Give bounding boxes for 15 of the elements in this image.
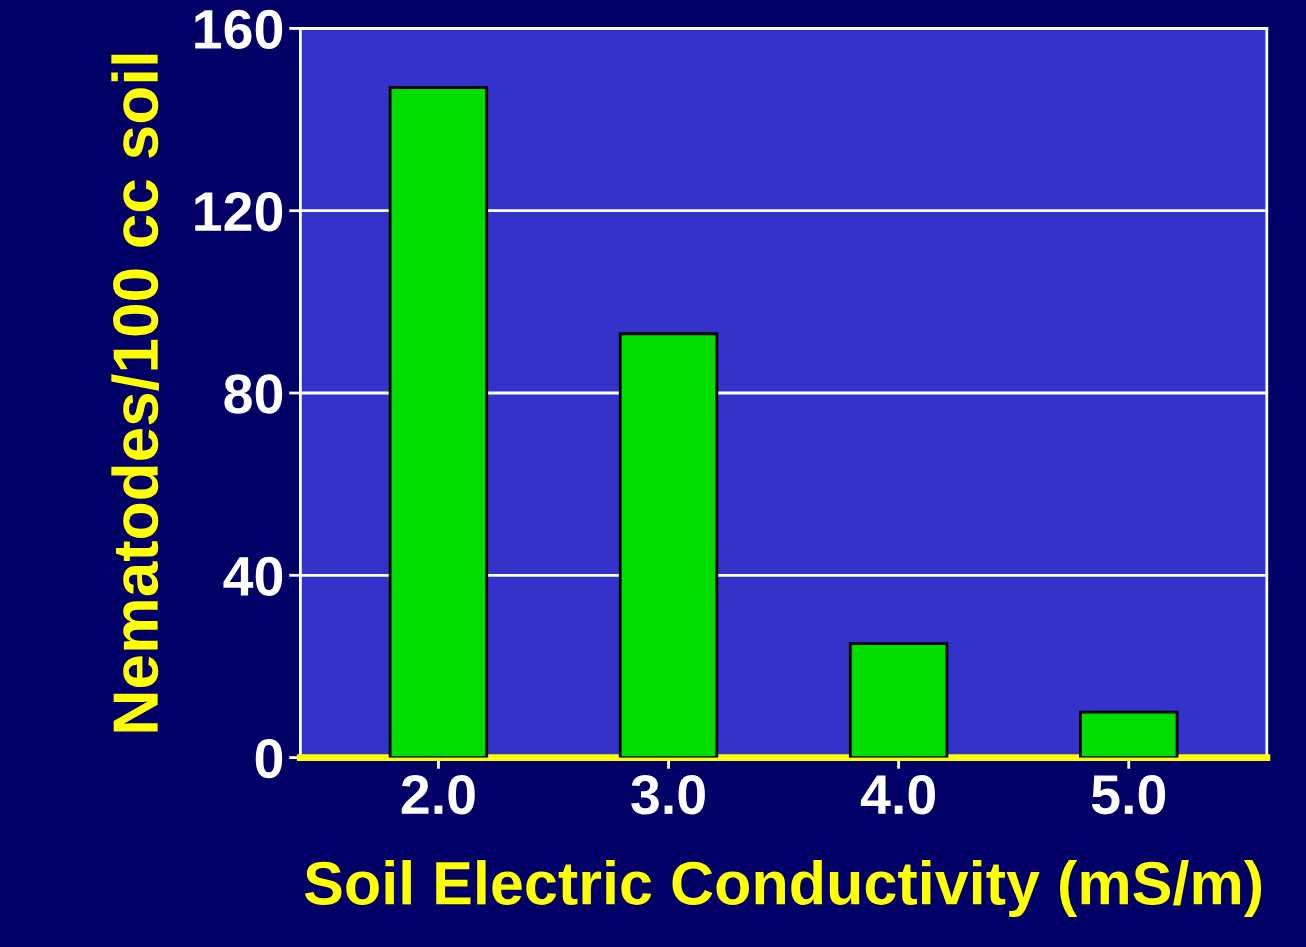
y-axis-title: Nematodes/100 cc soil [111,54,159,732]
y-tick-label: 160 [195,9,283,50]
x-tick-label: 3.0 [631,775,705,815]
x-tick-label: 4.0 [860,775,935,815]
bar [1079,710,1179,758]
x-tick-label: 5.0 [1091,775,1166,815]
bar [388,86,489,758]
x-axis-title: Soil Electric Conductivity (mS/m) [304,860,1262,918]
y-tick-label: 0 [255,738,283,779]
bar [848,642,949,758]
y-tick-label: 120 [195,192,283,232]
bar [618,332,719,758]
y-tick-label: 40 [223,556,283,596]
x-tick-label: 2.0 [401,775,475,815]
y-tick-label: 80 [224,374,283,414]
